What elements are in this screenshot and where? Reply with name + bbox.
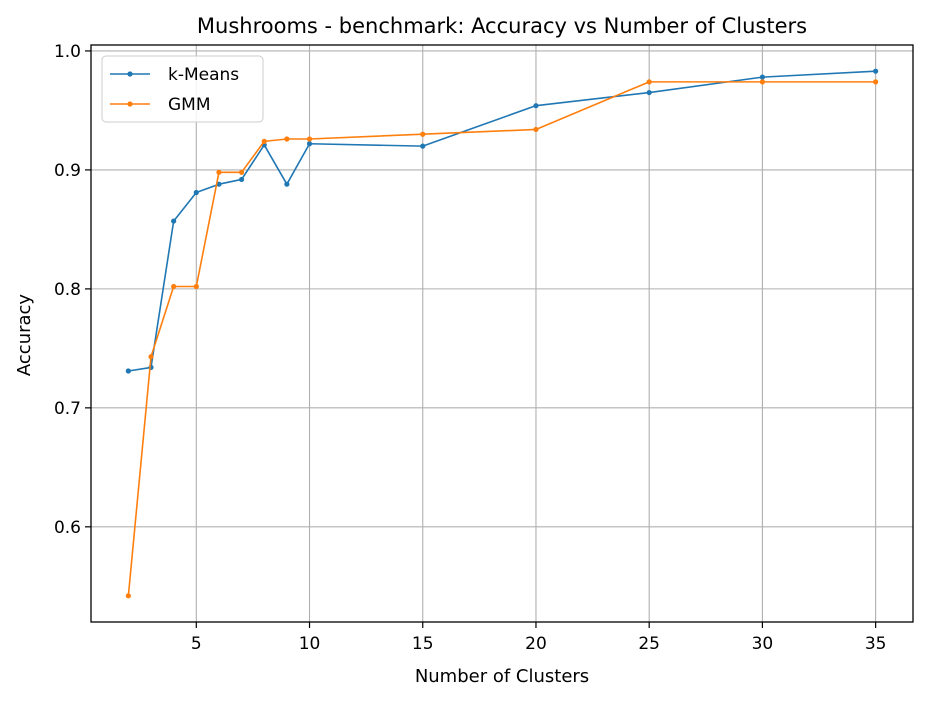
legend-box [101, 55, 264, 123]
x-tick-label: 30 [752, 634, 774, 654]
x-tick-label: 15 [412, 634, 434, 654]
data-point-gmm [646, 79, 652, 85]
series-layer [125, 68, 879, 599]
data-point-gmm [216, 169, 222, 175]
data-point-gmm [171, 283, 177, 290]
data-point-k-means [238, 176, 245, 183]
data-point-gmm [759, 79, 766, 85]
legend-marker-gmm [127, 101, 133, 107]
y-tick-label: 0.9 [54, 161, 81, 181]
x-tick-label: 35 [865, 634, 887, 654]
tick-layer: 5 10 15 20 25 30 35 0.6 0.7 0.8 0.9 1.0 [54, 42, 887, 654]
data-point-k-means [533, 103, 539, 109]
data-point-gmm [261, 138, 267, 144]
data-point-k-means [306, 141, 313, 147]
y-tick-label: 0.6 [54, 518, 81, 538]
data-point-gmm [873, 79, 879, 85]
data-point-gmm [420, 131, 426, 137]
data-point-k-means [420, 143, 426, 149]
data-point-gmm [125, 593, 131, 599]
y-axis-label: Accuracy [14, 294, 35, 377]
data-point-gmm [193, 283, 199, 290]
data-point-gmm [284, 136, 290, 142]
x-tick-label: 25 [638, 634, 660, 654]
x-tick-label: 20 [525, 634, 547, 654]
data-point-k-means [873, 68, 879, 74]
series-line-k-means [128, 70, 876, 372]
data-point-k-means [171, 218, 177, 224]
legend-label-gmm: GMM [168, 95, 211, 115]
y-tick-label: 0.7 [54, 399, 81, 419]
y-tick-label: 0.8 [54, 280, 81, 300]
series-line-gmm [127, 81, 876, 596]
data-point-k-means [284, 181, 290, 187]
legend: k-Means GMM [101, 55, 264, 123]
data-point-k-means [193, 189, 199, 196]
chart-title: Mushrooms - benchmark: Accuracy vs Numbe… [197, 14, 807, 38]
plot-frame [90, 44, 914, 623]
legend-marker-k-means [127, 71, 133, 77]
data-point-gmm [238, 169, 245, 175]
legend-label-k-means: k-Means [168, 65, 239, 85]
x-tick-label: 10 [299, 634, 321, 654]
data-point-k-means [646, 89, 652, 96]
y-tick-label: 1.0 [54, 42, 81, 62]
data-point-gmm [306, 136, 313, 142]
data-point-k-means [125, 368, 131, 374]
data-point-k-means [759, 74, 766, 80]
x-tick-label: 5 [191, 634, 202, 654]
data-point-gmm [148, 354, 154, 360]
data-point-gmm [533, 126, 539, 133]
grid-layer [91, 45, 913, 622]
x-axis-label: Number of Clusters [415, 666, 589, 687]
